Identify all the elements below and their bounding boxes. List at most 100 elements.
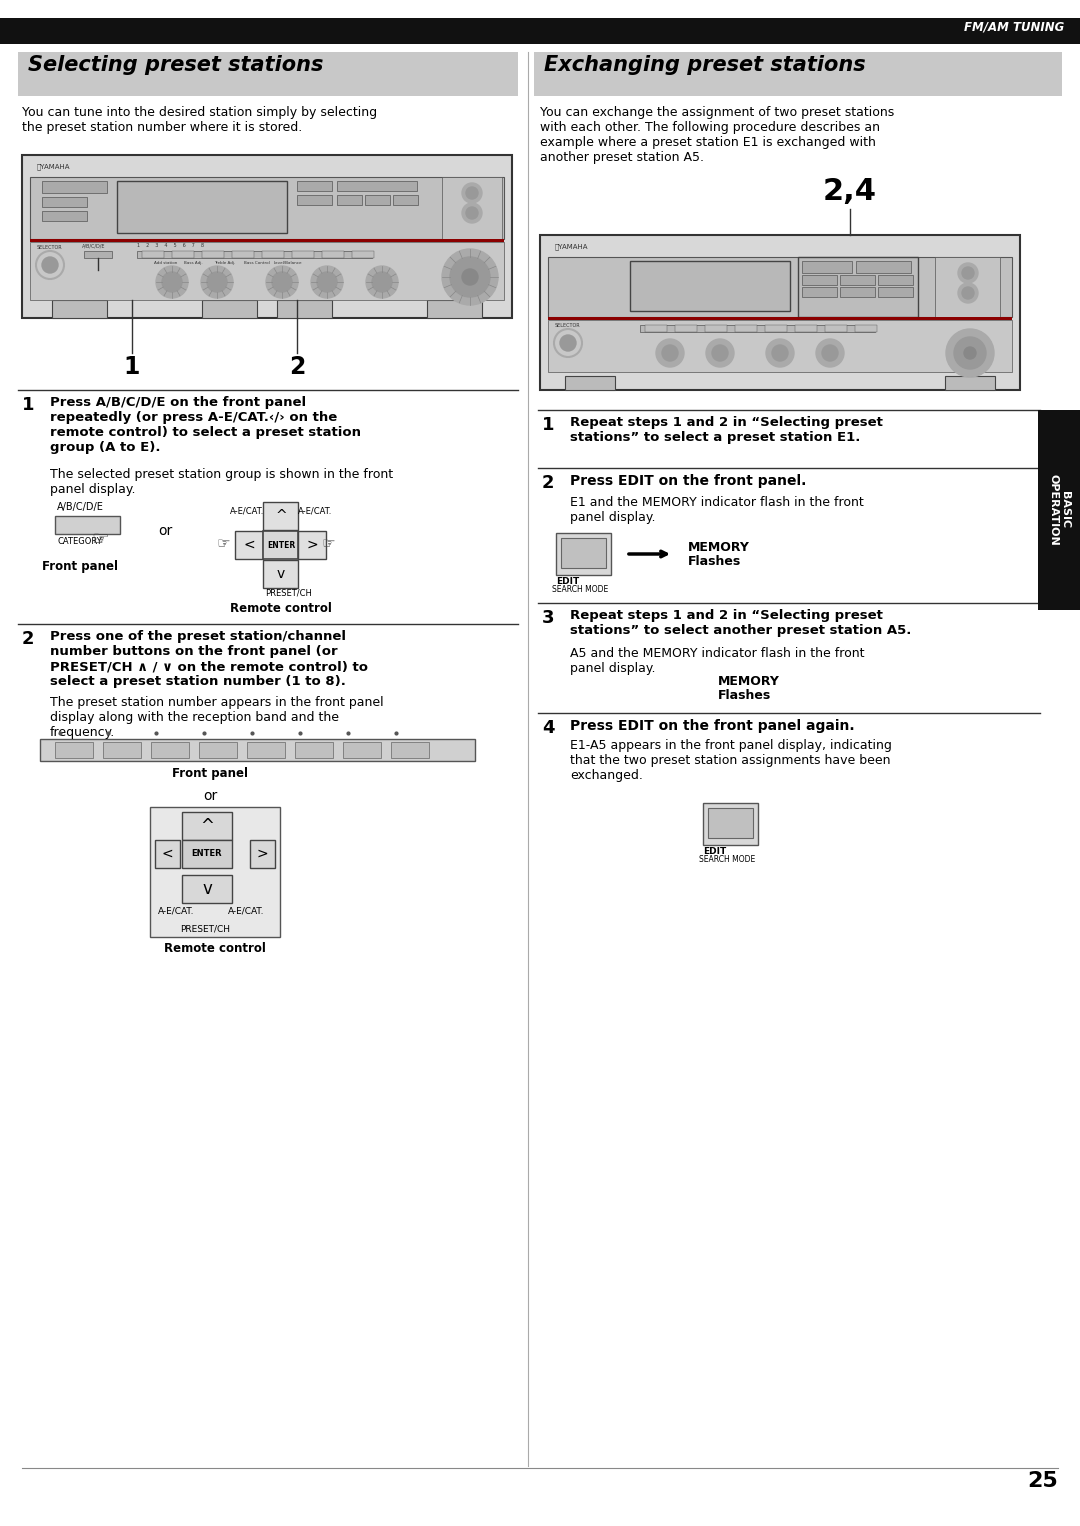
Text: 2,4: 2,4 bbox=[823, 177, 877, 206]
Bar bbox=[534, 52, 1062, 96]
Bar bbox=[802, 261, 852, 273]
Text: Bass Adj.: Bass Adj. bbox=[184, 261, 203, 266]
Bar bbox=[548, 320, 1012, 372]
Text: 3: 3 bbox=[542, 609, 554, 627]
Text: A/B/C/D/E: A/B/C/D/E bbox=[82, 243, 106, 249]
Text: A-E/CAT.: A-E/CAT. bbox=[228, 906, 265, 916]
Circle shape bbox=[311, 266, 343, 298]
Text: >: > bbox=[307, 539, 318, 552]
Text: SEARCH MODE: SEARCH MODE bbox=[552, 584, 608, 594]
Bar bbox=[703, 803, 758, 845]
Bar bbox=[22, 156, 512, 317]
Circle shape bbox=[272, 272, 292, 291]
Text: Front panel: Front panel bbox=[42, 560, 118, 572]
Bar bbox=[292, 250, 314, 258]
Bar bbox=[561, 539, 606, 568]
Text: SEARCH MODE: SEARCH MODE bbox=[699, 855, 755, 864]
Text: Add station: Add station bbox=[154, 261, 177, 266]
Text: or: or bbox=[203, 789, 217, 803]
Text: A-E/CAT.: A-E/CAT. bbox=[230, 507, 265, 514]
Text: Press A/B/C/D/E on the front panel
repeatedly (or press A-E/CAT.‹/› on the
remot: Press A/B/C/D/E on the front panel repea… bbox=[50, 397, 361, 455]
Bar bbox=[183, 839, 232, 868]
Bar bbox=[548, 256, 1012, 317]
Text: Bass Control: Bass Control bbox=[244, 261, 270, 266]
Circle shape bbox=[450, 256, 490, 298]
Bar bbox=[30, 240, 504, 243]
Text: v: v bbox=[276, 568, 285, 581]
Text: or: or bbox=[158, 523, 172, 539]
Text: The preset station number appears in the front panel
display along with the rece: The preset station number appears in the… bbox=[50, 696, 383, 739]
Bar bbox=[0, 18, 1080, 44]
Bar bbox=[55, 742, 93, 758]
Text: Repeat steps 1 and 2 in “Selecting preset
stations” to select a preset station E: Repeat steps 1 and 2 in “Selecting prese… bbox=[570, 417, 882, 444]
Text: 2: 2 bbox=[22, 630, 35, 649]
Bar bbox=[0, 0, 1080, 18]
Bar bbox=[840, 275, 875, 285]
Text: EDIT: EDIT bbox=[703, 847, 726, 856]
Circle shape bbox=[201, 266, 233, 298]
Bar bbox=[235, 531, 264, 559]
Text: Press one of the preset station/channel
number buttons on the front panel (or
PR: Press one of the preset station/channel … bbox=[50, 630, 368, 688]
Text: 4: 4 bbox=[542, 719, 554, 737]
Circle shape bbox=[822, 345, 838, 362]
Circle shape bbox=[462, 183, 482, 203]
Circle shape bbox=[561, 336, 576, 351]
Text: EDIT: EDIT bbox=[556, 577, 579, 586]
Bar bbox=[798, 256, 918, 317]
Text: E1-A5 appears in the front panel display, indicating
that the two preset station: E1-A5 appears in the front panel display… bbox=[570, 739, 892, 781]
Bar bbox=[247, 742, 285, 758]
Bar bbox=[264, 531, 298, 559]
Bar bbox=[42, 182, 107, 192]
Bar bbox=[18, 52, 518, 96]
Text: 1: 1 bbox=[124, 356, 140, 378]
Text: v: v bbox=[202, 881, 212, 897]
Bar bbox=[365, 195, 390, 204]
Bar bbox=[630, 261, 789, 311]
Circle shape bbox=[946, 330, 994, 377]
Text: >: > bbox=[256, 847, 268, 861]
Circle shape bbox=[712, 345, 728, 362]
Bar bbox=[855, 325, 877, 333]
Bar bbox=[232, 250, 254, 258]
Text: A5 and the MEMORY indicator flash in the front
panel display.: A5 and the MEMORY indicator flash in the… bbox=[570, 647, 864, 674]
Bar bbox=[1038, 410, 1080, 610]
Circle shape bbox=[964, 346, 976, 359]
Bar bbox=[675, 325, 697, 333]
Circle shape bbox=[372, 272, 392, 291]
Text: A-E/CAT.: A-E/CAT. bbox=[298, 507, 333, 514]
Bar bbox=[393, 195, 418, 204]
Circle shape bbox=[656, 339, 684, 366]
Text: ENTER: ENTER bbox=[191, 850, 222, 859]
Bar bbox=[878, 287, 913, 298]
Bar bbox=[183, 874, 232, 903]
Circle shape bbox=[962, 287, 974, 299]
Text: Flashes: Flashes bbox=[688, 555, 741, 568]
Bar bbox=[141, 250, 164, 258]
Text: 25: 25 bbox=[1027, 1471, 1058, 1491]
Bar bbox=[735, 325, 757, 333]
Circle shape bbox=[958, 262, 978, 282]
Bar bbox=[352, 250, 374, 258]
Text: You can tune into the desired station simply by selecting
the preset station num: You can tune into the desired station si… bbox=[22, 105, 377, 134]
Bar bbox=[825, 325, 847, 333]
Text: Selecting preset stations: Selecting preset stations bbox=[28, 55, 323, 75]
Circle shape bbox=[465, 188, 478, 198]
Text: MEMORY: MEMORY bbox=[718, 674, 780, 688]
Bar bbox=[337, 195, 362, 204]
Bar bbox=[322, 250, 345, 258]
Text: BASIC
OPERATION: BASIC OPERATION bbox=[1049, 475, 1070, 546]
Text: Remote control: Remote control bbox=[164, 942, 266, 955]
Text: CATEGORY: CATEGORY bbox=[57, 537, 103, 546]
Text: MEMORY: MEMORY bbox=[688, 542, 750, 554]
Bar bbox=[172, 250, 194, 258]
Bar bbox=[55, 516, 120, 534]
Bar bbox=[765, 325, 787, 333]
Bar bbox=[427, 301, 482, 317]
Text: <: < bbox=[243, 539, 255, 552]
Bar bbox=[297, 195, 332, 204]
Circle shape bbox=[42, 256, 58, 273]
Circle shape bbox=[462, 269, 478, 285]
Bar bbox=[802, 275, 837, 285]
Bar bbox=[548, 317, 1012, 320]
Circle shape bbox=[772, 345, 788, 362]
